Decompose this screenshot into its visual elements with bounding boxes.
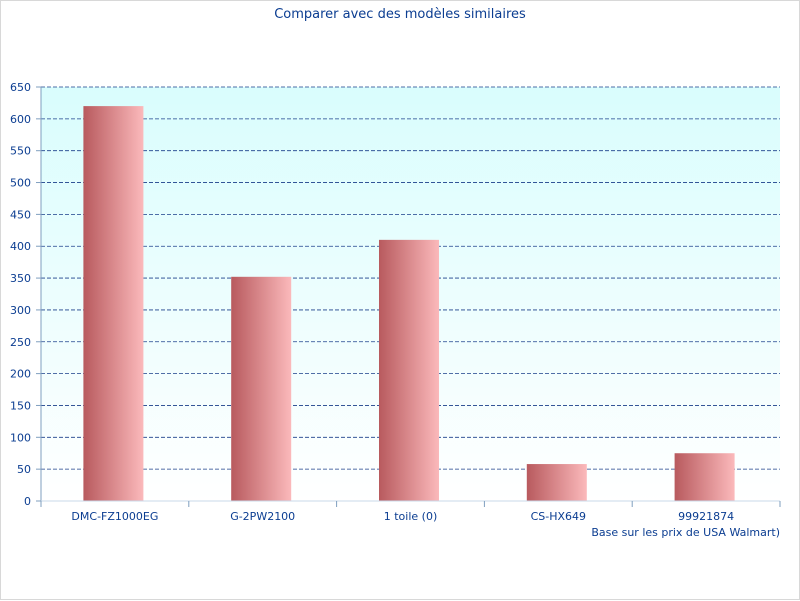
bar xyxy=(379,239,439,501)
bar xyxy=(83,106,144,501)
x-axis-tick-labels: DMC-FZ1000EG G-2PW2100 1 toile (0) CS-HX649… xyxy=(71,510,734,523)
y-tick-label: 250 xyxy=(10,336,31,349)
y-tick-label: 600 xyxy=(10,113,31,126)
x-tick-label: 1 toile (0) xyxy=(384,510,438,523)
y-tick-label: 300 xyxy=(10,304,31,317)
y-tick-label: 50 xyxy=(17,463,31,476)
x-tick-label: DMC-FZ1000EG xyxy=(71,510,158,523)
y-tick-label: 100 xyxy=(10,431,31,444)
y-tick-label: 650 xyxy=(10,81,31,94)
y-tick-label: 0 xyxy=(24,495,31,508)
y-axis-tick-labels: 0 50 100 150 200 250 300 350 400 450 500 550 600 650 xyxy=(10,81,31,508)
source-note: Base sur les prix de USA Walmart) xyxy=(591,526,780,539)
y-tick-label: 550 xyxy=(10,145,31,158)
y-tick-label: 350 xyxy=(10,272,31,285)
y-tick-label: 150 xyxy=(10,399,31,412)
bar xyxy=(526,464,587,501)
x-tick-label: G-2PW2100 xyxy=(230,510,295,523)
y-tick-label: 200 xyxy=(10,368,31,381)
y-tick-label: 500 xyxy=(10,177,31,190)
y-tick-label: 400 xyxy=(10,240,31,253)
bar xyxy=(231,276,292,501)
x-tick-label: 99921874 xyxy=(678,510,734,523)
bar xyxy=(674,453,735,501)
bars xyxy=(83,106,735,501)
x-tick-label: CS-HX649 xyxy=(531,510,586,523)
axes xyxy=(40,87,781,507)
y-tick-label: 450 xyxy=(10,208,31,221)
chart-title: Comparer avec des modèles similaires xyxy=(274,7,526,22)
